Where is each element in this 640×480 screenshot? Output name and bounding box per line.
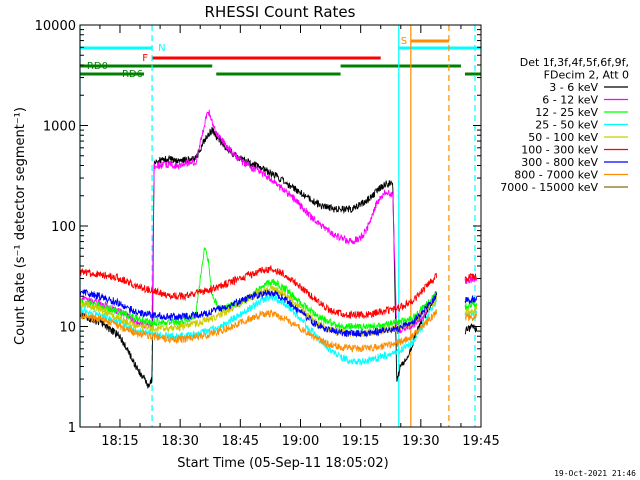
- legend-header: FDecim 2, Att 0: [544, 69, 629, 82]
- x-tick-label: 19:00: [282, 434, 319, 449]
- legend-entry-label: 6 - 12 keV: [542, 94, 598, 107]
- legend-entry-label: 100 - 300 keV: [521, 144, 598, 157]
- axes: 1 10 100 1000 10000 18:15 18:30 18:45 19:00 19:15…: [35, 19, 500, 449]
- flag-rd0-label: RD0: [87, 61, 108, 72]
- flag-rd6-label: RD6: [122, 69, 143, 80]
- series-line-300-800-keV: [79, 289, 478, 338]
- x-tick-label: 19:30: [402, 434, 439, 449]
- legend-entry-label: 800 - 7000 keV: [514, 169, 598, 182]
- series-line-100-300-keV: [79, 264, 477, 319]
- x-tick-label: 18:30: [161, 434, 198, 449]
- flag-saa-label: S: [401, 36, 407, 47]
- timestamp: 19-Oct-2021 21:46: [554, 469, 636, 478]
- legend-entry-label: 3 - 6 keV: [549, 81, 598, 94]
- legend-entry-label: 300 - 800 keV: [521, 156, 598, 169]
- legend-header: Det 1f,3f,4f,5f,6f,9f,: [520, 56, 629, 69]
- y-tick-label: 10: [59, 321, 76, 336]
- y-axis-label: Count Rate (s⁻¹ detector segment⁻¹): [13, 107, 28, 345]
- x-tick-label: 19:15: [342, 434, 379, 449]
- flag-flare-label: F: [142, 53, 148, 64]
- y-tick-label: 100: [51, 220, 76, 235]
- legend-entry-label: 25 - 50 keV: [535, 119, 598, 132]
- plot-frame: [79, 24, 482, 428]
- chart-title: RHESSI Count Rates: [205, 3, 356, 21]
- flag-bars: N S F RD0 RD6: [80, 36, 481, 80]
- y-tick-label: 10000: [35, 19, 76, 34]
- legend-entry-label: 12 - 25 keV: [535, 106, 598, 119]
- series-line-800-7000-keV: [79, 309, 478, 353]
- x-tick-label: 19:45: [462, 434, 499, 449]
- legend-entry-label: 50 - 100 keV: [528, 131, 598, 144]
- y-tick-label: 1: [68, 421, 76, 436]
- y-tick-label: 1000: [43, 120, 76, 135]
- legend-entry-label: 7000 - 15000 keV: [500, 181, 598, 194]
- series-line-3-6-keV: [79, 126, 478, 389]
- flag-night-label: N: [158, 43, 165, 54]
- x-tick-label: 18:15: [101, 434, 138, 449]
- x-tick-label: 18:45: [222, 434, 259, 449]
- plot-area: [79, 25, 478, 427]
- legend: Det 1f,3f,4f,5f,6f,9f,FDecim 2, Att 03 -…: [500, 56, 629, 194]
- x-axis-label: Start Time (05-Sep-11 18:05:02): [177, 456, 388, 471]
